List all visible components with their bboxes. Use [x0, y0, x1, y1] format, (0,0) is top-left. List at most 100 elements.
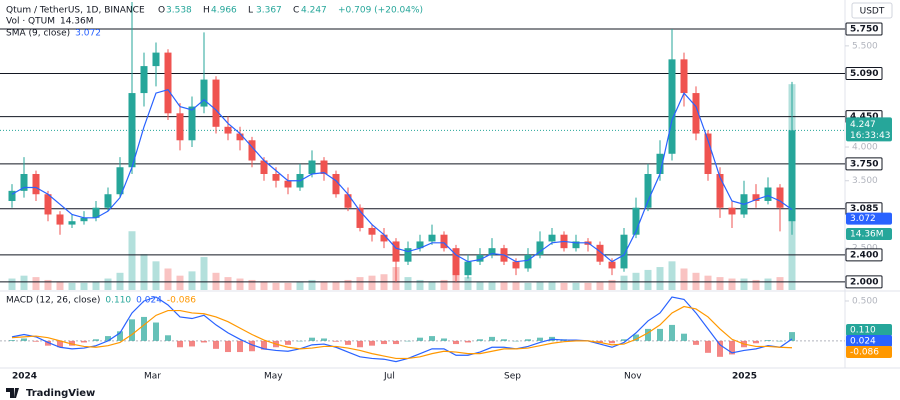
- x-tick-label: May: [264, 372, 283, 382]
- macd-hist: [777, 340, 783, 342]
- volume-bar: [764, 278, 772, 290]
- volume-bar: [608, 279, 616, 290]
- currency-button[interactable]: [851, 2, 893, 19]
- level-label: 2.000: [850, 277, 878, 287]
- volume-bar: [320, 281, 328, 290]
- volume-bar: [260, 281, 268, 290]
- candle-body: [272, 174, 280, 181]
- candle-body: [308, 160, 316, 174]
- candle-body: [176, 113, 184, 141]
- macd-hist: [9, 340, 15, 341]
- candle-body: [236, 133, 244, 141]
- candle-body: [104, 194, 112, 208]
- macd-hist: [153, 322, 159, 341]
- level-label: 4.450: [850, 112, 878, 122]
- countdown: 16:33:43: [850, 131, 890, 141]
- macd-hist: [633, 334, 639, 341]
- candle-body: [452, 248, 460, 276]
- macd-hist: [213, 340, 219, 349]
- candle-body: [20, 174, 28, 191]
- candle-body: [488, 248, 496, 255]
- volume-bar: [32, 277, 40, 290]
- volume-bar: [164, 268, 172, 290]
- candle-body: [284, 180, 292, 188]
- ohlc-key: H: [203, 6, 210, 16]
- macd-hist: [681, 333, 687, 341]
- candle-body: [776, 187, 784, 208]
- macd-hist: [177, 340, 183, 348]
- level-label: 3.750: [850, 159, 878, 169]
- macd-hist: [381, 340, 387, 345]
- macd-hist: [33, 340, 39, 342]
- ohlc-value: 3.367: [256, 6, 282, 16]
- candle-body: [548, 234, 556, 242]
- volume-bar: [656, 267, 664, 290]
- macd-name: MACD (12, 26, close): [6, 296, 100, 306]
- macd-hist: [789, 332, 795, 341]
- volume-bar: [716, 277, 724, 290]
- ohlc-value: 3.538: [166, 6, 192, 16]
- macd-hist: [237, 340, 243, 353]
- candle-body: [704, 133, 712, 174]
- volume-bar: [116, 272, 124, 290]
- volume-badge: 14.36M: [850, 230, 884, 240]
- volume-bar: [776, 277, 784, 290]
- x-tick-label: Nov: [624, 372, 642, 382]
- y-tick-label: 5.500: [852, 41, 878, 51]
- volume-bar: [212, 272, 220, 290]
- macd-hist: [321, 338, 327, 341]
- candle-body: [248, 140, 256, 161]
- candle-body: [140, 66, 148, 94]
- macd-hist: [417, 337, 423, 341]
- x-tick-label: Sep: [504, 372, 521, 382]
- volume-bar: [440, 279, 448, 290]
- candle-body: [260, 160, 268, 174]
- volume-bar: [548, 281, 556, 290]
- macd-hist-badge-bg: [846, 324, 892, 336]
- volume-bar: [356, 277, 364, 290]
- volume-bar: [404, 277, 412, 290]
- logo: TradingView: [26, 388, 95, 399]
- candle-body: [8, 190, 16, 201]
- candle-body: [596, 244, 604, 262]
- volume-bar: [248, 279, 256, 290]
- currency[interactable]: USDT: [860, 7, 885, 17]
- macd-hist: [357, 340, 363, 348]
- macd-hist: [429, 336, 435, 341]
- volume-bar: [464, 277, 472, 290]
- volume-bar: [104, 278, 112, 290]
- ohlc-key: L: [248, 6, 253, 16]
- volume-bar: [692, 272, 700, 290]
- candle-body: [668, 59, 676, 154]
- volume-bar: [8, 278, 16, 290]
- volume-bar: [68, 282, 76, 290]
- y-tick-label: 3.500: [852, 176, 878, 186]
- candle-body: [464, 261, 472, 276]
- macd-hist: [501, 339, 507, 341]
- macd-hist: [225, 340, 231, 353]
- macd-hist-value: 0.110: [105, 296, 131, 306]
- y-tick-label: 4.000: [852, 143, 878, 153]
- volume-bar: [668, 261, 676, 290]
- macd-hist: [669, 324, 675, 341]
- level-badge: [845, 248, 883, 262]
- candle-body: [764, 187, 772, 201]
- candle-body: [392, 241, 400, 262]
- price-badge: 4.247: [850, 120, 876, 130]
- level-badge: [845, 22, 883, 36]
- volume-bar: [560, 282, 568, 290]
- level-badge: [845, 67, 883, 81]
- volume-bar: [488, 281, 496, 290]
- candle-body: [128, 93, 136, 168]
- candle-body: [680, 59, 688, 94]
- volume-bar: [536, 281, 544, 290]
- vol-value: 14.36M: [60, 17, 94, 27]
- macd-hist: [705, 340, 711, 353]
- candle-body: [368, 227, 376, 235]
- candle-body: [572, 241, 580, 249]
- volume-bar: [416, 279, 424, 290]
- ohlc-value: 4.247: [301, 6, 327, 16]
- candle-body: [644, 174, 652, 208]
- macd-hist-badge: 0.110: [850, 326, 876, 336]
